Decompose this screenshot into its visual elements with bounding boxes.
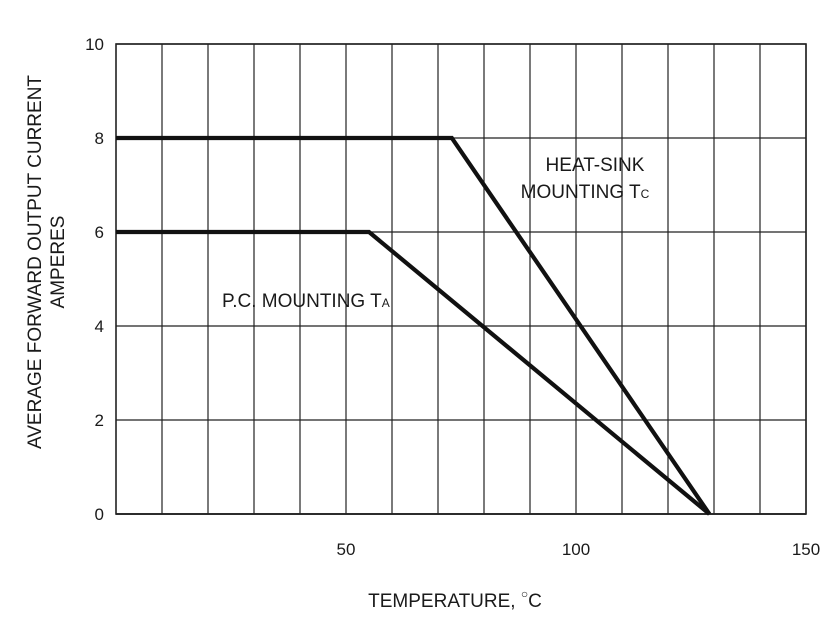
heat-sink-label-line2: MOUNTING TC <box>521 182 650 203</box>
x-tick-label: 100 <box>562 540 590 559</box>
series-line-pc-mounting <box>116 229 711 516</box>
y-tick-label: 6 <box>95 223 104 242</box>
heat-sink-label-line1: HEAT-SINK <box>546 155 645 176</box>
grid-lines <box>115 43 807 515</box>
axis-ticks: 0 2 4 6 8 10 50 100 150 <box>85 35 820 559</box>
y-tick-label: 0 <box>95 505 104 524</box>
x-axis-title: TEMPERATURE, ○C <box>368 587 542 612</box>
plot-frame <box>115 43 807 515</box>
x-tick-label: 150 <box>792 540 820 559</box>
y-axis-title-line1: AVERAGE FORWARD OUTPUT CURRENT <box>25 75 46 449</box>
x-tick-label: 50 <box>337 540 356 559</box>
y-axis-title-line2: AMPERES <box>48 216 69 309</box>
y-tick-label: 10 <box>85 35 104 54</box>
pc-mounting-label: P.C. MOUNTING TA <box>222 291 390 312</box>
y-tick-label: 4 <box>95 317 104 336</box>
series-line-heat-sink <box>116 135 712 516</box>
y-tick-label: 2 <box>95 411 104 430</box>
series-lines <box>116 135 712 516</box>
y-tick-label: 8 <box>95 129 104 148</box>
